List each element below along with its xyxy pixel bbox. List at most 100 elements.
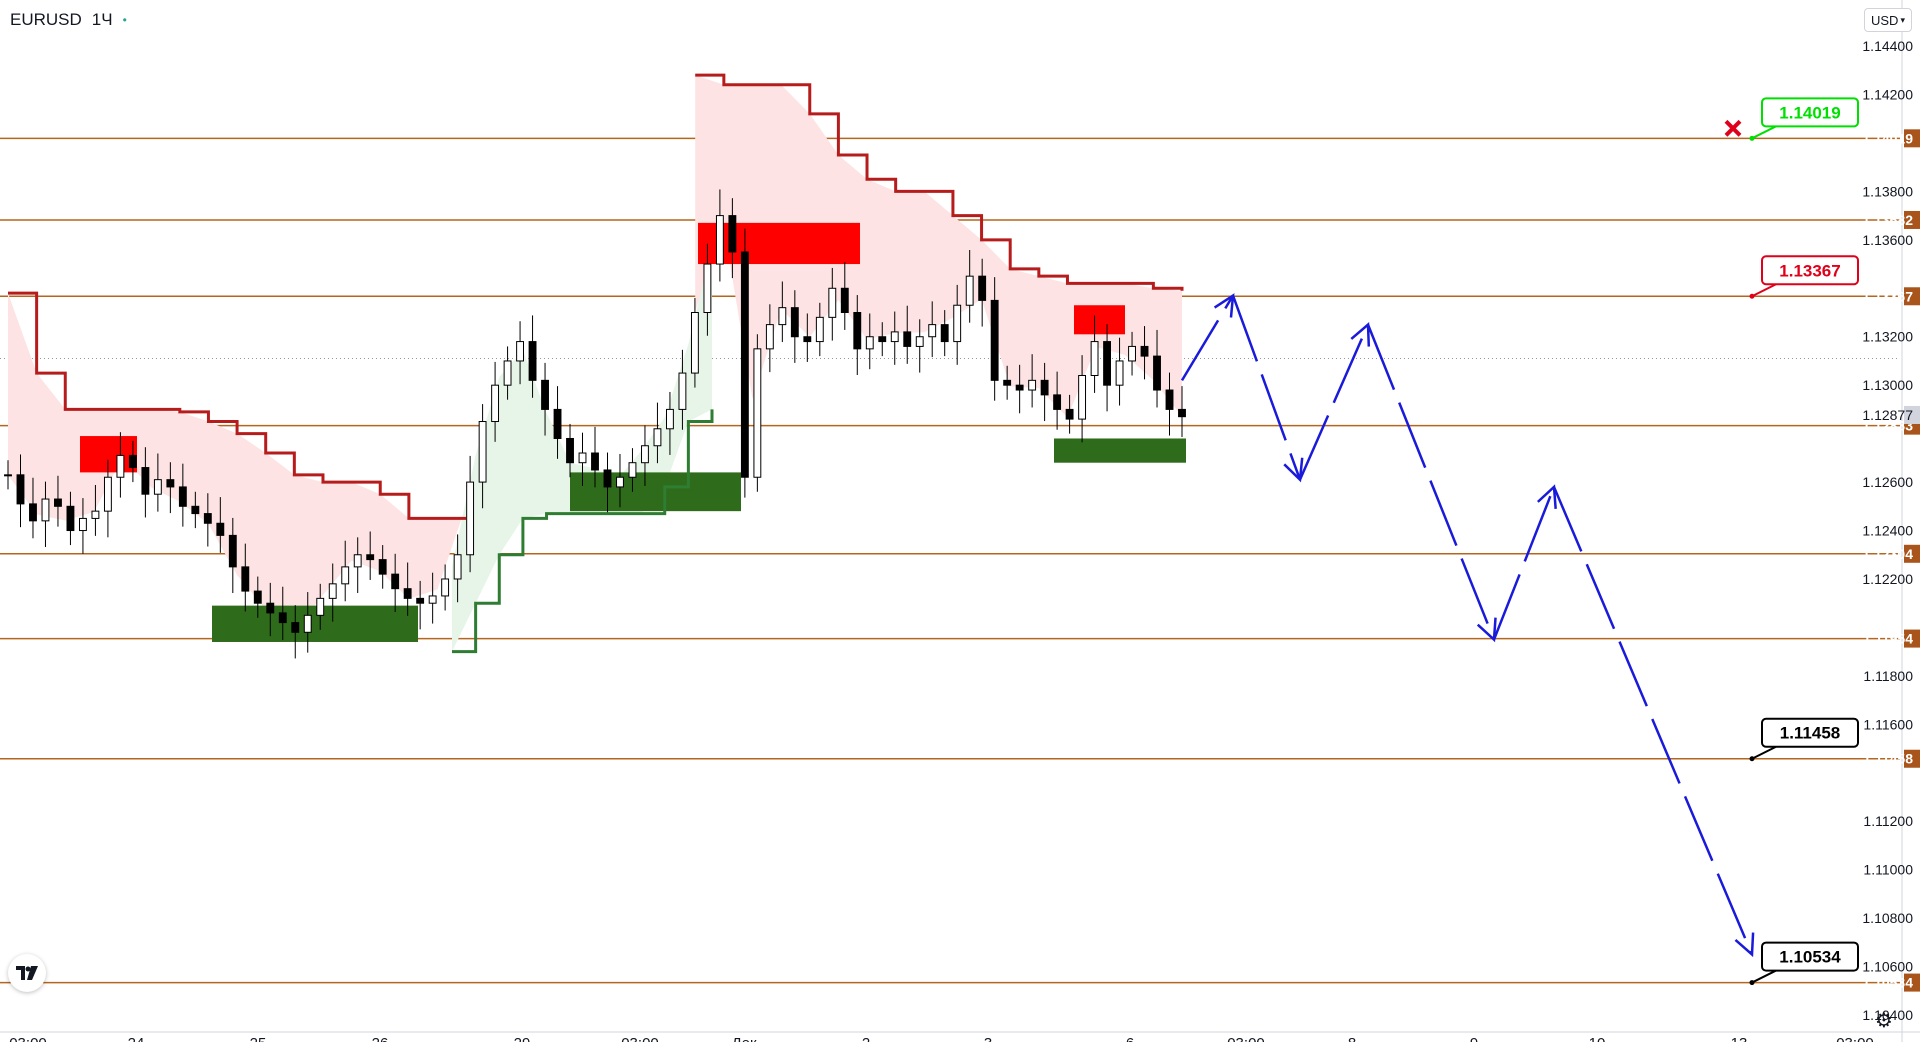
gear-icon[interactable]: ⚙ (1875, 1008, 1893, 1032)
candle-body (915, 336, 924, 347)
x-tick-label: 9 (1470, 1035, 1478, 1042)
candle (566, 423, 574, 478)
supply-zone (80, 436, 137, 473)
level-price-label: 1.14019 (1862, 130, 1913, 146)
bear-cloud-fill (695, 75, 1182, 418)
x-tick-label: 03:00 (621, 1035, 659, 1042)
candle (1178, 386, 1186, 438)
demand-zone (212, 605, 418, 642)
candle (1128, 331, 1136, 376)
tv-logo-mark (16, 966, 38, 980)
candle-body (803, 336, 812, 343)
level-price-label: 1.12833 (1862, 418, 1913, 434)
candle (865, 313, 874, 370)
x-tick-label: Дек (731, 1035, 757, 1042)
candle (203, 493, 212, 547)
candle-body (865, 336, 874, 350)
candle (1078, 355, 1087, 443)
candle-body (641, 445, 649, 464)
candle-body (353, 554, 362, 568)
candle-body (1015, 384, 1024, 391)
forecast-segment (1552, 486, 1754, 955)
candle-body (128, 454, 137, 469)
candle-body (878, 336, 887, 343)
candle (965, 250, 974, 323)
y-tick-label: 1.13800 (1862, 183, 1913, 199)
candle (416, 580, 425, 630)
candle (391, 553, 400, 612)
x-tick-label: 03:00 (1227, 1035, 1265, 1042)
bear-cloud-fill (8, 293, 467, 632)
candle-body (1040, 379, 1049, 396)
candle-body (940, 324, 949, 343)
candle (803, 313, 812, 362)
y-tick-label: 1.13000 (1862, 377, 1913, 393)
candle-body (191, 505, 200, 515)
candle-body (491, 384, 500, 423)
candle-body (753, 348, 762, 478)
last-price-badge (1904, 405, 1920, 424)
candle-body (815, 316, 824, 343)
candle-body (166, 479, 175, 488)
candle-body (253, 590, 262, 604)
candle (878, 322, 887, 357)
symbol-name: EURUSD (10, 10, 82, 29)
candle (41, 481, 50, 548)
y-tick-label: 1.13200 (1862, 329, 1913, 345)
candle (578, 432, 587, 486)
level-price-badge (1904, 544, 1920, 563)
callout-label: 1.14019 (1779, 103, 1840, 122)
currency-label: USD (1871, 12, 1899, 28)
candle (503, 346, 512, 400)
y-tick-label: 1.11200 (1863, 813, 1913, 829)
candle (91, 484, 100, 536)
candle-body (478, 421, 487, 483)
candle-body (391, 573, 400, 590)
candle-body (1128, 345, 1136, 362)
candle-body (416, 597, 425, 604)
cross-stroke (1724, 119, 1742, 137)
candle (478, 404, 487, 509)
candle (66, 491, 75, 546)
candle (1040, 362, 1049, 422)
candle (653, 402, 662, 464)
forecast-segment (1366, 324, 1496, 641)
symbol-title[interactable]: EURUSD 1Ч • (10, 10, 127, 30)
candle (428, 572, 437, 624)
candle (915, 319, 924, 373)
candle (853, 295, 862, 376)
candle-body (428, 595, 437, 604)
candle (491, 361, 500, 442)
candle (16, 454, 25, 528)
candle-body (54, 498, 62, 507)
candle (765, 304, 774, 373)
candle-body (1165, 389, 1174, 410)
callout-box (1761, 255, 1859, 286)
callout-anchor (1749, 756, 1755, 762)
candle (790, 290, 799, 363)
candle-body (266, 602, 275, 614)
candle-body (591, 452, 599, 471)
candle (990, 277, 999, 401)
currency-dropdown[interactable]: USD ▾ (1864, 8, 1912, 32)
forecast-segment (1231, 295, 1302, 481)
candle-body (1053, 394, 1062, 410)
candle-body (653, 428, 662, 447)
candle-body (4, 474, 12, 477)
candle (278, 586, 287, 641)
price-callout: 1.11458 (1749, 717, 1859, 762)
candle (241, 543, 250, 612)
market-status-icon: • (122, 13, 127, 27)
candle (141, 447, 150, 518)
y-tick-label: 1.14200 (1862, 86, 1913, 102)
candle (541, 362, 549, 436)
y-tick-label: 1.14400 (1862, 38, 1913, 54)
tradingview-logo-icon[interactable] (8, 954, 46, 992)
candle (191, 491, 200, 529)
candle-body (740, 251, 749, 478)
callout-anchor (1749, 135, 1755, 141)
target-hit-cross-icon (1724, 119, 1742, 137)
candle (1140, 326, 1149, 380)
